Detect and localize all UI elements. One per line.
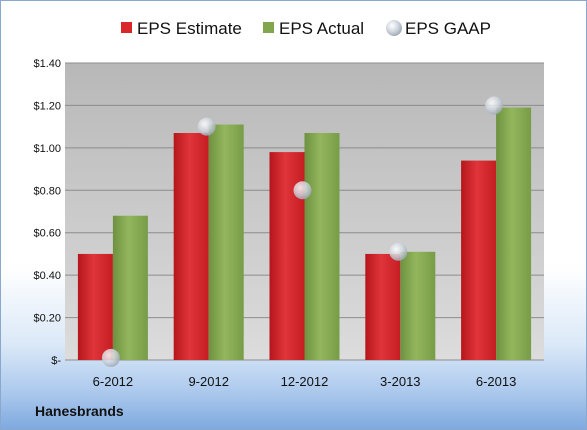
eps-estimate-bar: [173, 133, 209, 360]
y-tick-label: $0.20: [33, 313, 61, 325]
x-axis: 6-2012 9-2012 12-2012 3-2013 6-2013: [93, 374, 517, 389]
eps-gaap-marker: [197, 117, 216, 136]
eps-actual-bar: [304, 133, 340, 360]
eps-estimate-bar: [77, 253, 113, 360]
y-tick-label: $1.40: [33, 58, 61, 70]
x-tick-label: 12-2012: [281, 374, 329, 389]
legend-swatch-gaap: [386, 20, 402, 36]
eps-gaap-marker: [485, 96, 504, 115]
eps-actual-bar: [496, 107, 532, 360]
eps-actual-bar: [208, 124, 244, 361]
legend-label: EPS GAAP: [405, 19, 491, 38]
x-tick-label: 6-2013: [476, 374, 516, 389]
legend-label: EPS Estimate: [137, 19, 242, 38]
y-tick-label: $0.40: [33, 270, 61, 282]
x-tick-label: 9-2012: [188, 374, 228, 389]
bars: [77, 107, 532, 361]
eps-actual-bar: [400, 251, 436, 360]
eps-estimate-bar: [461, 160, 497, 360]
eps-gaap-marker: [101, 348, 120, 367]
y-axis: $- $0.20 $0.40 $0.60 $0.80 $1.00 $1.20 $1.40: [33, 58, 61, 367]
y-tick-label: $-: [51, 355, 61, 367]
eps-gaap-marker: [389, 242, 408, 261]
y-tick-label: $0.60: [33, 228, 61, 240]
chart-legend: EPS Estimate EPS Actual EPS GAAP: [121, 19, 491, 38]
y-tick-label: $0.80: [33, 185, 61, 197]
x-tick-label: 3-2013: [380, 374, 420, 389]
legend-swatch-estimate: [121, 22, 132, 33]
eps-estimate-bar: [365, 253, 401, 360]
eps-gaap-marker: [293, 181, 312, 200]
eps-actual-bar: [112, 215, 148, 360]
y-tick-label: $1.20: [33, 100, 61, 112]
company-name: Hanesbrands: [35, 403, 124, 419]
y-tick-label: $1.00: [33, 143, 61, 155]
legend-label: EPS Actual: [279, 19, 364, 38]
legend-swatch-actual: [263, 22, 274, 33]
x-tick-label: 6-2012: [93, 374, 133, 389]
gaap-markers: [101, 96, 504, 367]
